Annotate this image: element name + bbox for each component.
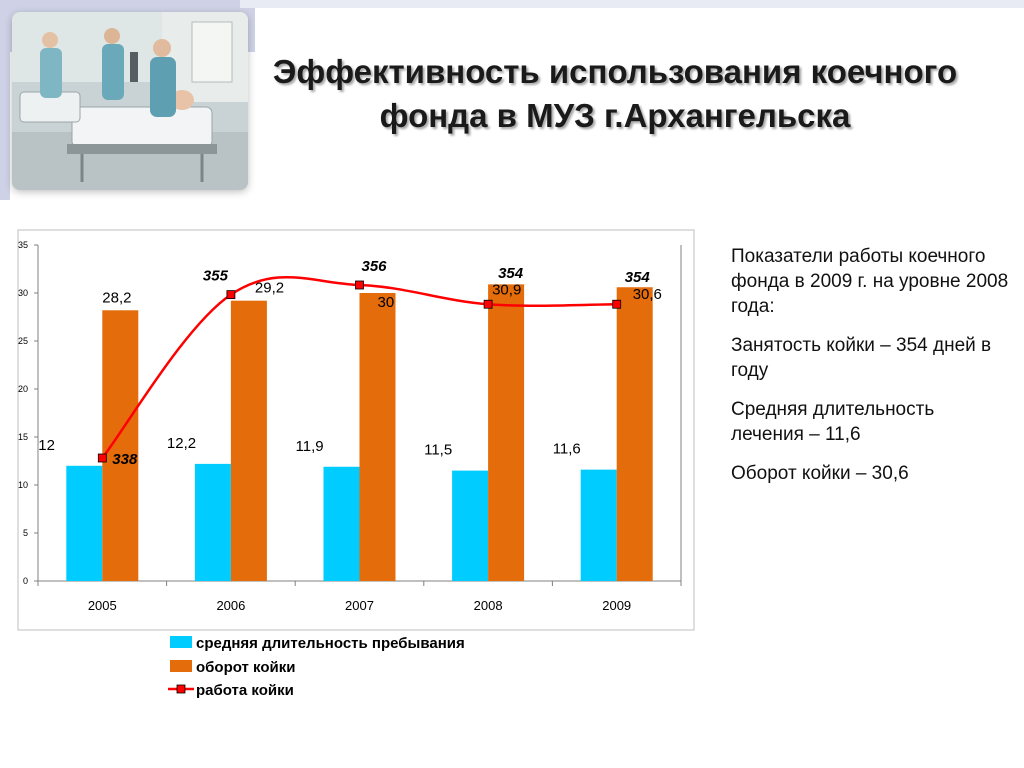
point-bed-work <box>97 453 107 463</box>
side-panel-turnover: Оборот койки – 30,6 <box>731 463 909 484</box>
label-bed-work: 354 <box>625 269 651 286</box>
page-title-line-1: Эффективность использования коечного <box>272 53 958 90</box>
y-tick-label: 15 <box>18 432 28 442</box>
label-bed-work: 355 <box>203 268 229 285</box>
y-tick-label: 20 <box>18 384 28 394</box>
point-bed-work <box>612 299 622 309</box>
x-category-label: 2008 <box>474 598 503 613</box>
bar-stay-duration <box>580 469 617 581</box>
decorative-stripe <box>240 0 1024 8</box>
label-bed-turnover: 30 <box>378 294 395 311</box>
y-tick-label: 0 <box>23 576 28 586</box>
bar-bed-turnover <box>230 300 267 581</box>
side-panel: Показатели работы коечного фонда в 2009 … <box>731 244 1011 500</box>
bar-bed-turnover <box>616 287 653 581</box>
label-stay-duration: 12 <box>38 437 55 454</box>
bar-stay-duration <box>66 465 103 581</box>
point-bed-work <box>355 280 364 290</box>
label-bed-work: 354 <box>498 265 524 282</box>
label-stay-duration: 12,2 <box>167 435 196 452</box>
y-tick-label: 35 <box>18 240 28 250</box>
bar-stay-duration <box>194 463 231 581</box>
legend-marker-bed-work <box>176 684 186 694</box>
point-bed-work <box>226 290 236 300</box>
label-bed-work: 338 <box>112 451 138 468</box>
point-bed-work <box>483 299 493 309</box>
y-tick-label: 5 <box>23 528 28 538</box>
bar-bed-turnover <box>488 284 525 581</box>
label-bed-work: 356 <box>362 258 388 275</box>
bar-bed-turnover <box>102 310 139 581</box>
bar-stay-duration <box>323 466 360 581</box>
page-title-line-2: фонда в МУЗ г.Архангельска <box>379 97 851 134</box>
legend-label-bed-turnover: оборот койки <box>196 659 295 676</box>
legend-swatch-bed-turnover <box>170 660 192 672</box>
legend-label-stay-duration: средняя длительность пребывания <box>196 635 465 652</box>
label-bed-turnover: 30,9 <box>492 281 521 298</box>
side-panel-occupancy: Занятость койки – 354 дней в году <box>731 335 992 381</box>
chart-frame <box>17 229 695 631</box>
label-bed-turnover: 30,6 <box>633 286 662 303</box>
legend-swatch-stay-duration <box>170 636 192 648</box>
hospital-ward-photo <box>12 12 248 190</box>
legend-label-bed-work: работа койки <box>196 682 294 699</box>
y-tick-label: 25 <box>18 336 28 346</box>
line-bed-work <box>101 275 617 459</box>
x-category-label: 2005 <box>88 598 117 613</box>
hospital-photo-illustration <box>12 12 248 190</box>
bar-stay-duration <box>452 470 489 581</box>
label-stay-duration: 11,5 <box>424 442 452 459</box>
y-tick-label: 10 <box>18 480 28 490</box>
side-panel-duration: Средняя длительность лечения – 11,6 <box>731 399 935 445</box>
x-category-label: 2006 <box>216 598 245 613</box>
side-panel-intro: Показатели работы коечного фонда в 2009 … <box>731 246 1009 317</box>
bar-bed-turnover <box>359 293 396 581</box>
label-stay-duration: 11,9 <box>296 438 324 455</box>
page-title: Эффективность использования коечного фон… <box>250 50 980 138</box>
x-category-label: 2009 <box>602 598 631 613</box>
decorative-block-left <box>0 0 10 200</box>
label-bed-turnover: 28,2 <box>102 289 131 306</box>
label-stay-duration: 11,6 <box>553 441 581 458</box>
label-bed-turnover: 29,2 <box>255 280 284 297</box>
y-tick-label: 30 <box>18 288 28 298</box>
x-category-label: 2007 <box>345 598 374 613</box>
